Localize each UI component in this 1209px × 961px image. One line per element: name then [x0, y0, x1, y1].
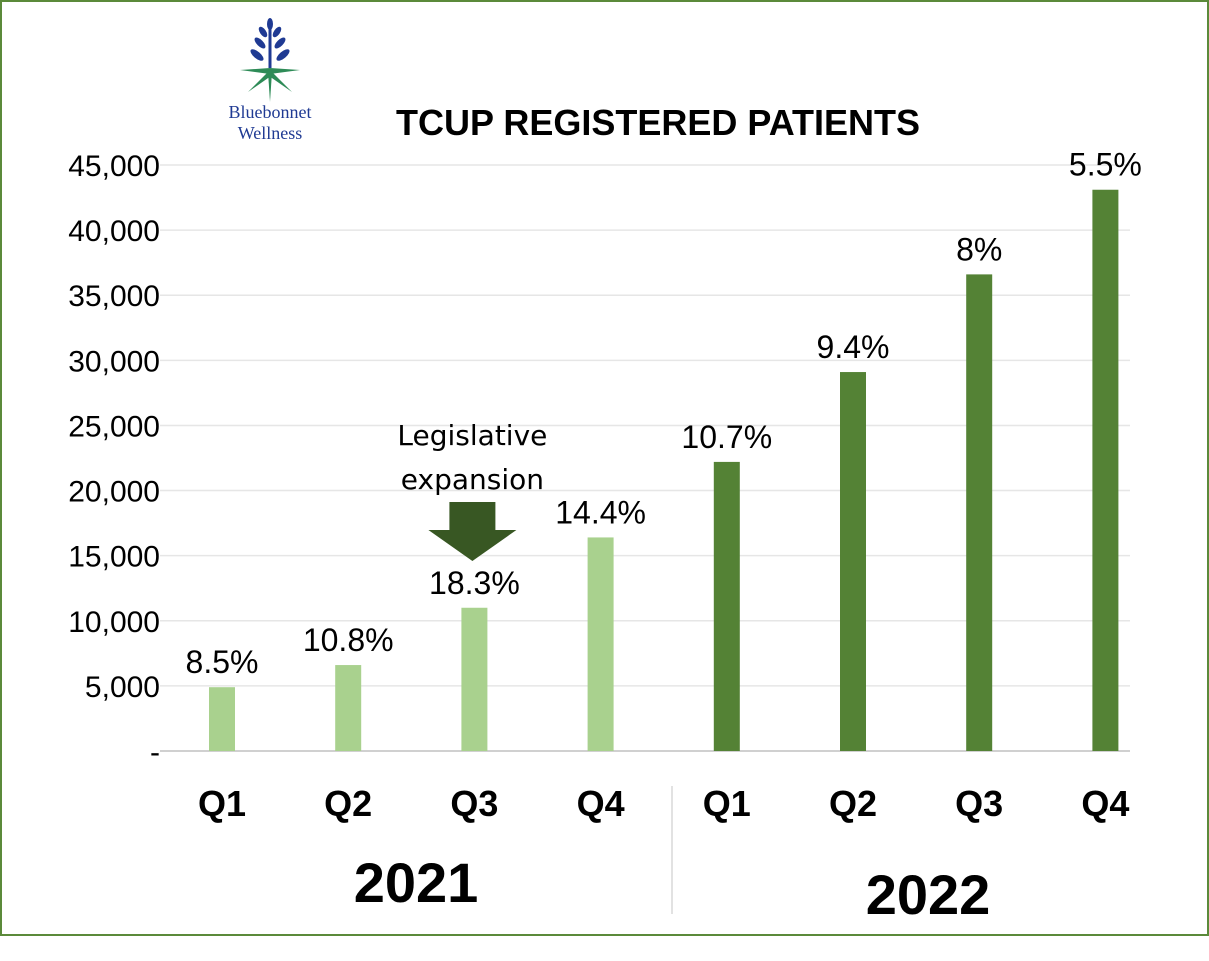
data-label: 8.5%: [186, 644, 259, 680]
data-label: 18.3%: [429, 565, 520, 601]
data-label: 14.4%: [555, 494, 646, 530]
bar: [209, 687, 235, 751]
chart-title: TCUP REGISTERED PATIENTS: [396, 102, 921, 143]
y-tick-label: 15,000: [68, 541, 160, 574]
data-label: 10.7%: [681, 419, 772, 455]
data-label: 8%: [956, 231, 1002, 267]
down-arrow-icon: [428, 502, 517, 561]
y-tick-label: 40,000: [68, 215, 160, 248]
y-tick-label: 25,000: [68, 410, 160, 443]
x-tick-label: Q1: [198, 783, 246, 824]
brand-name-line2: Wellness: [237, 123, 303, 143]
bar: [840, 372, 866, 751]
year-group-label: 2021: [354, 851, 479, 914]
y-tick-label: 20,000: [68, 476, 160, 509]
y-tick-label: 30,000: [68, 345, 160, 378]
x-axis-ticks: Q1 Q2 Q3 Q4 Q1 Q2 Q3 Q4 2021 2022: [198, 783, 1129, 926]
x-tick-label: Q2: [829, 783, 877, 824]
bar: [587, 537, 614, 751]
annotation: Legislative expansion: [397, 419, 547, 561]
data-label: 9.4%: [817, 329, 890, 365]
x-tick-label: Q3: [450, 783, 498, 824]
brand-name-line1: Bluebonnet: [228, 102, 312, 122]
chart-frame: [0, 0, 1209, 936]
year-group-label: 2022: [866, 863, 991, 926]
x-tick-label: Q4: [577, 783, 625, 824]
y-axis-ticks: - 5,000 10,000 15,000 20,000 25,000 30,000 35,0…: [68, 150, 160, 769]
annotation-text-line2: expansion: [401, 463, 544, 496]
bar: [966, 274, 993, 751]
bar: [713, 461, 740, 751]
data-label: 5.5%: [1069, 147, 1142, 183]
x-tick-label: Q4: [1081, 783, 1129, 824]
data-label: 10.8%: [303, 622, 394, 658]
x-tick-label: Q1: [703, 783, 751, 824]
x-tick-label: Q3: [955, 783, 1003, 824]
x-tick-label: Q2: [324, 783, 372, 824]
data-labels: 8.5% 10.8% 18.3% 14.4% 10.7% 9.4% 8% 5.5%: [186, 147, 1142, 680]
y-tick-label: 45,000: [68, 150, 160, 183]
bar: [335, 665, 362, 751]
y-tick-label: -: [150, 736, 160, 769]
bar: [1092, 189, 1119, 752]
y-tick-label: 10,000: [68, 606, 160, 639]
bars: [209, 189, 1119, 752]
brand-logo: Bluebonnet Wellness: [212, 18, 328, 158]
y-tick-label: 35,000: [68, 280, 160, 313]
bluebonnet-plant-icon: [240, 18, 300, 102]
y-tick-label: 5,000: [85, 671, 160, 704]
bar: [461, 607, 488, 751]
annotation-text-line1: Legislative: [397, 419, 547, 452]
